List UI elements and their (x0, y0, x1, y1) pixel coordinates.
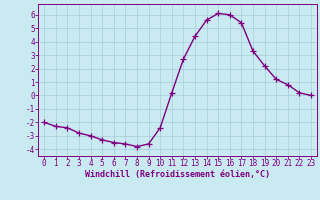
X-axis label: Windchill (Refroidissement éolien,°C): Windchill (Refroidissement éolien,°C) (85, 170, 270, 179)
